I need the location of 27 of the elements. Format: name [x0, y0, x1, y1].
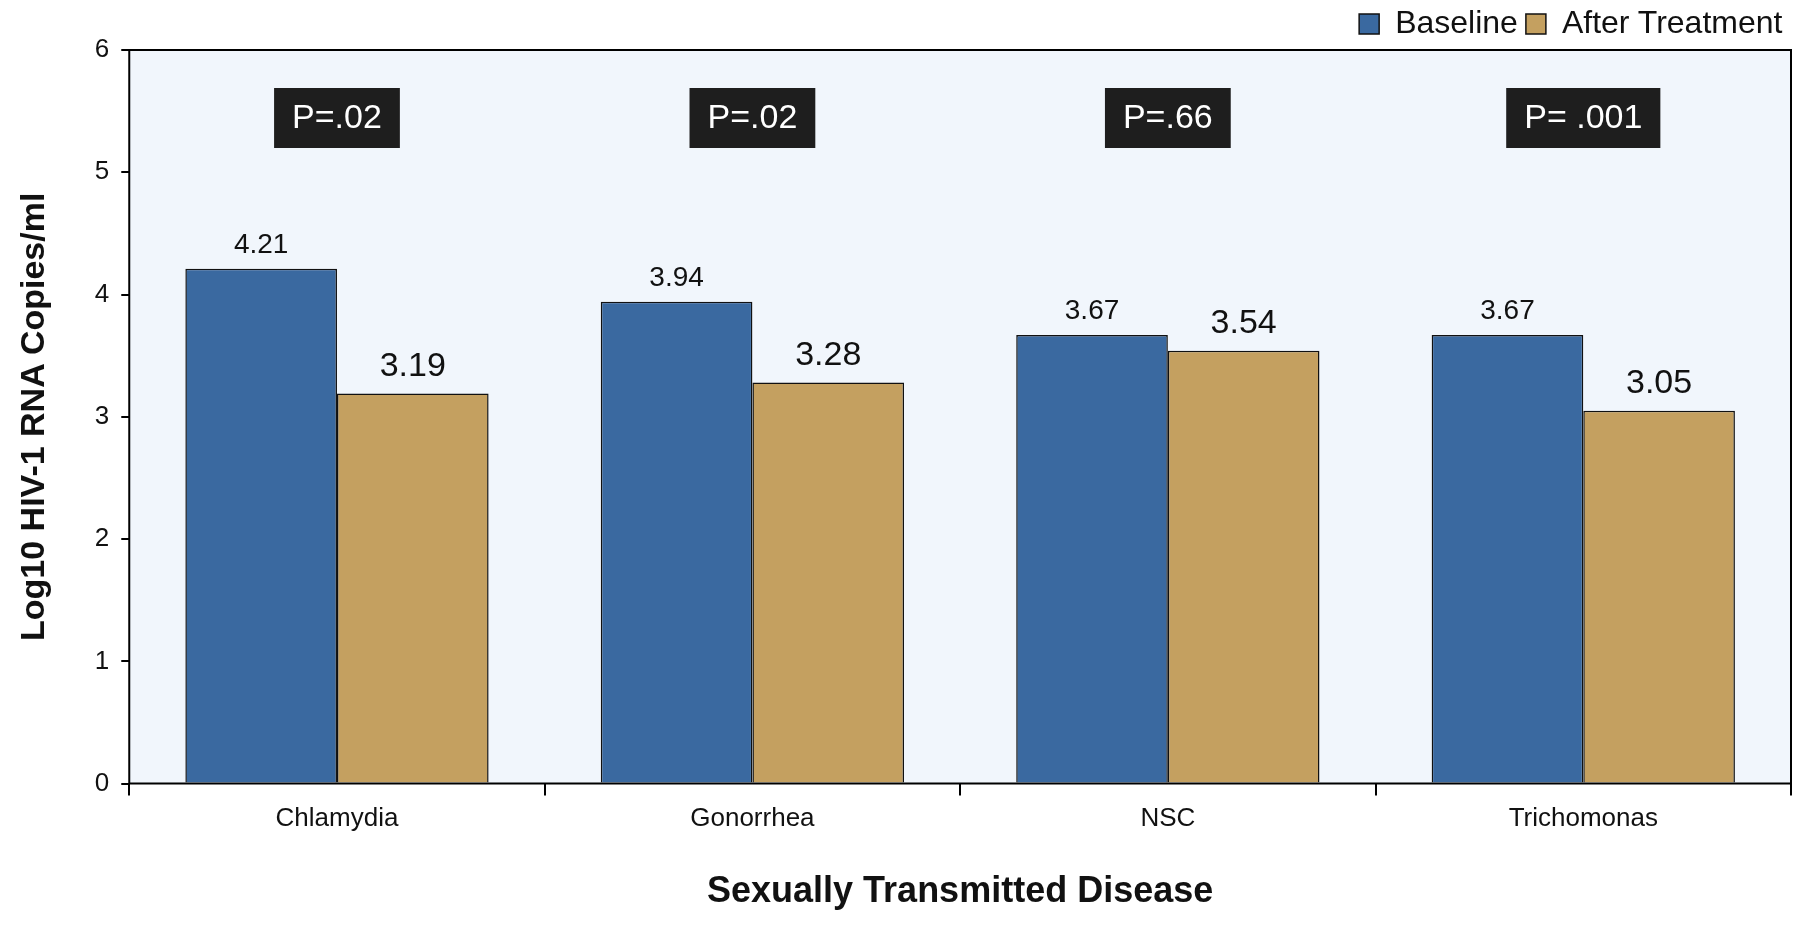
data-label: 3.94 — [649, 260, 704, 292]
y-tick-label: 1 — [94, 644, 110, 675]
y-tick-label: 3 — [94, 399, 110, 430]
annotation: P=.02 — [292, 97, 382, 136]
data-label: 3.19 — [379, 344, 446, 383]
y-tick-label: 5 — [94, 155, 110, 186]
legend-label: Baseline — [1395, 3, 1518, 40]
x-tick-label: Gonorrhea — [690, 802, 816, 833]
x-tick-label: NSC — [1140, 802, 1196, 833]
y-tick-label: 4 — [94, 277, 110, 308]
annotation: P=.66 — [1122, 97, 1213, 136]
data-label: 3.67 — [1480, 293, 1535, 325]
x-tick-label: Chlamydia — [275, 802, 399, 833]
data-label: 3.28 — [795, 333, 862, 372]
y-tick-label: 0 — [94, 766, 110, 797]
x-axis-title: Sexually Transmitted Disease — [707, 869, 1214, 911]
annotation: P= .001 — [1524, 97, 1643, 136]
x-tick-label: Trichomonas — [1508, 802, 1658, 833]
y-tick-label: 6 — [94, 33, 110, 64]
legend-label: After Treatment — [1561, 3, 1783, 40]
data-label: 3.54 — [1210, 302, 1277, 341]
annotation: P=.02 — [707, 97, 798, 136]
y-axis-title: Log10 HIV-1 RNA Copies/ml — [12, 192, 51, 641]
y-tick-label: 2 — [94, 522, 110, 553]
data-label: 3.67 — [1064, 293, 1120, 325]
data-label: 4.21 — [233, 227, 289, 259]
data-label: 3.05 — [1626, 362, 1693, 401]
